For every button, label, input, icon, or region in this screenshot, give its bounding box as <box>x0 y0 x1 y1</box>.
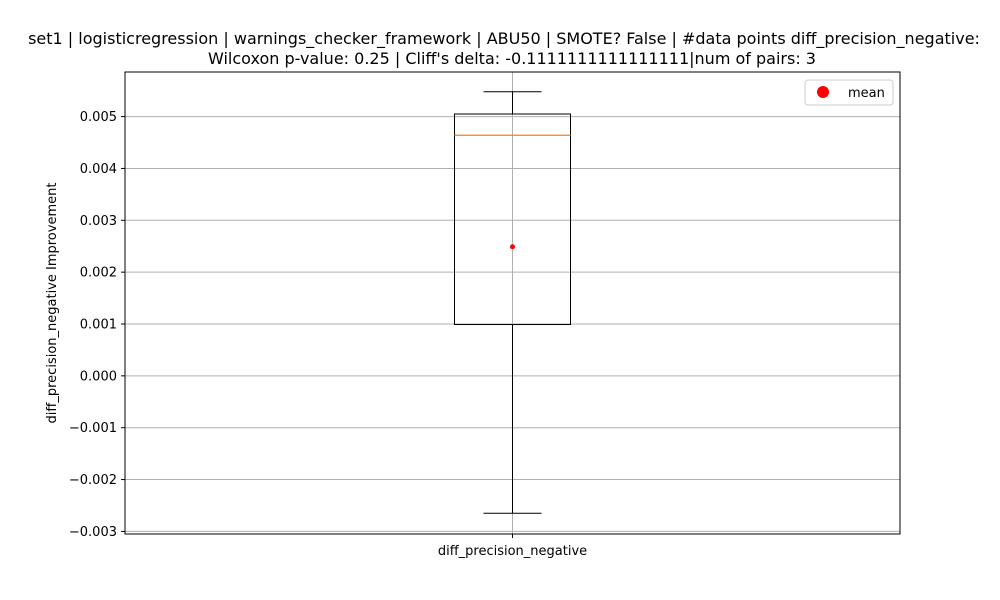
chart-subtitle: Wilcoxon p-value: 0.25 | Cliff's delta: … <box>208 49 816 68</box>
y-tick-label: 0.002 <box>80 266 117 281</box>
y-tick-label: 0.003 <box>80 214 117 229</box>
y-axis-label: diff_precision_negative Improvement <box>45 183 60 424</box>
box-diff_precision_negative <box>454 91 571 514</box>
chart-title: set1 | logisticregression | warnings_che… <box>28 29 980 49</box>
legend-frame <box>804 79 894 106</box>
y-tick-label: 0.004 <box>80 162 117 177</box>
plot-frame <box>124 71 901 535</box>
x-tick-label: diff_precision_negative <box>438 544 587 559</box>
x-axis-ticks: diff_precision_negative <box>438 534 587 559</box>
y-axis-ticks: −0.003 −0.002 −0.001 0.000 0.001 0.002 0.003 0.… <box>69 110 125 540</box>
y-tick-label: −0.001 <box>69 421 117 436</box>
iqr-box <box>454 113 571 326</box>
box-layer <box>454 91 571 514</box>
y-tick-label: −0.003 <box>69 525 117 540</box>
y-tick-label: 0.000 <box>80 369 117 384</box>
legend-mean-marker <box>817 86 829 98</box>
y-tick-label: 0.005 <box>80 110 117 125</box>
y-tick-label: −0.002 <box>69 473 117 488</box>
legend-mean-label: mean <box>848 86 885 101</box>
mean-marker <box>510 244 515 250</box>
legend: mean <box>804 79 894 106</box>
y-tick-label: 0.001 <box>80 318 117 333</box>
